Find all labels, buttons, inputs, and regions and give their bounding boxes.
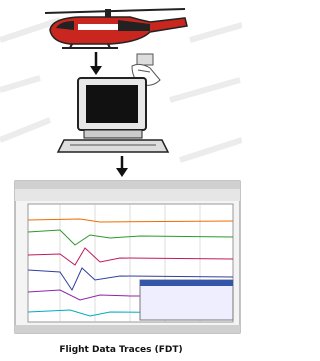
page: Flight Data Traces (FDT) (() => { const …: [0, 0, 242, 361]
caption: Flight Data Traces (FDT): [59, 345, 182, 355]
arrow: [116, 156, 128, 177]
diagram: Flight Data Traces (FDT): [0, 0, 242, 361]
helicopter-icon: [45, 9, 187, 48]
trace-screenshot: [15, 181, 240, 333]
computer-icon: [58, 78, 168, 152]
arrow: [90, 52, 102, 75]
